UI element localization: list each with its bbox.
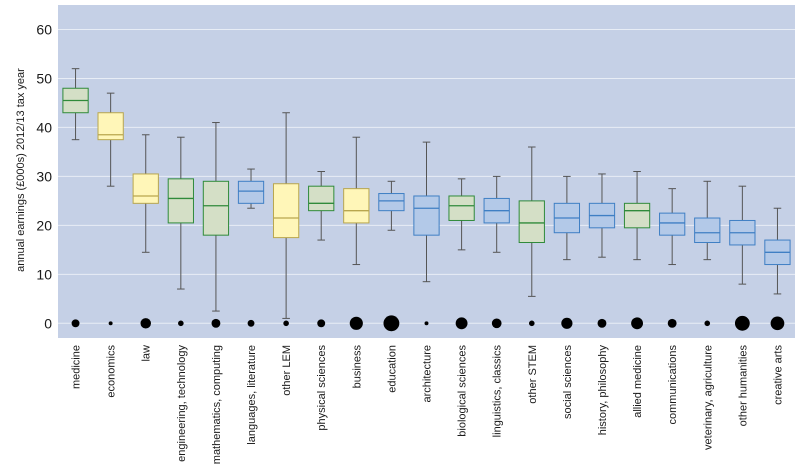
- box-other-lem: [272, 112, 300, 319]
- iqr-box: [518, 200, 545, 244]
- category-label: creative arts: [772, 345, 784, 405]
- category-label: other STEM: [527, 345, 539, 404]
- iqr-box: [237, 180, 265, 204]
- category-label: veterinary, agriculture: [702, 345, 714, 450]
- boxes: [62, 68, 791, 319]
- category-label: engineering, technology: [176, 345, 188, 462]
- category-labels: medicine economics law engineering, technol…: [71, 345, 785, 465]
- box-biological-sciences: [448, 178, 475, 251]
- share-dot: [140, 318, 151, 329]
- category-label: communications: [667, 345, 679, 425]
- box-languages-literature: [237, 168, 265, 209]
- box-engineering-technology: [167, 136, 194, 290]
- category-label: medicine: [71, 345, 83, 389]
- box-allied-medicine: [623, 171, 651, 261]
- share-dot: [383, 315, 400, 332]
- iqr-box: [202, 180, 230, 236]
- share-dot: [211, 318, 221, 328]
- category-label: mathematics, computing: [211, 345, 223, 464]
- y-tick-label: 0: [44, 315, 52, 331]
- share-dot: [108, 321, 113, 326]
- box-architecture: [413, 141, 440, 283]
- iqr-box: [448, 195, 475, 221]
- share-dots: [71, 315, 785, 332]
- category-label: biological sciences: [457, 345, 469, 437]
- box-medicine: [62, 68, 89, 141]
- category-label: law: [141, 345, 153, 362]
- share-dot: [597, 318, 607, 328]
- iqr-box: [97, 112, 124, 141]
- iqr-box: [623, 202, 651, 229]
- share-dot: [247, 319, 255, 327]
- share-dot: [528, 320, 535, 327]
- category-label: architecture: [422, 345, 434, 402]
- box-communications: [659, 188, 686, 266]
- y-tick-label: 30: [36, 168, 52, 184]
- iqr-box: [343, 188, 370, 224]
- share-dot: [349, 316, 363, 330]
- category-label: other humanities: [737, 345, 749, 427]
- category-label: languages, literature: [246, 345, 258, 445]
- y-axis: 0 10 20 30 40 50 60: [36, 21, 52, 331]
- category-label: education: [386, 345, 398, 393]
- iqr-box: [413, 195, 440, 236]
- share-dot: [424, 321, 429, 326]
- y-tick-label: 10: [36, 266, 52, 282]
- share-dot: [455, 317, 468, 330]
- share-dot: [561, 317, 573, 329]
- share-dot: [631, 317, 644, 330]
- category-label: linguistics, classics: [492, 345, 504, 438]
- box-business: [343, 136, 370, 266]
- share-dot: [734, 315, 750, 331]
- y-tick-label: 60: [36, 21, 52, 37]
- iqr-box: [694, 217, 721, 244]
- share-dot: [491, 318, 502, 329]
- box-social-sciences: [553, 175, 581, 261]
- box-mathematics-computing: [202, 122, 230, 312]
- category-label: allied medicine: [632, 345, 644, 418]
- box-linguistics-classics: [483, 175, 510, 253]
- share-dot: [71, 319, 80, 328]
- y-axis-title: annual earnings (£000s) 2012/13 tax year: [15, 68, 27, 272]
- box-physical-sciences: [308, 171, 335, 241]
- box-veterinary-agriculture: [694, 180, 721, 261]
- box-other-humanities: [729, 185, 756, 285]
- share-dot: [704, 320, 711, 327]
- iqr-box: [132, 173, 159, 204]
- share-dot: [667, 318, 677, 328]
- box-law: [132, 134, 159, 253]
- box-economics: [97, 92, 124, 187]
- share-dot: [178, 320, 184, 327]
- iqr-box: [167, 178, 194, 224]
- category-label: other LEM: [281, 345, 293, 396]
- box-creative-arts: [764, 207, 791, 295]
- y-tick-label: 50: [36, 70, 52, 86]
- category-label: economics: [106, 345, 118, 398]
- y-tick-label: 40: [36, 119, 52, 135]
- iqr-box: [659, 212, 686, 236]
- box-history-philosophy: [588, 173, 616, 258]
- category-label: physical sciences: [316, 345, 328, 431]
- box-other-stem: [518, 146, 545, 297]
- iqr-box: [308, 185, 335, 212]
- y-tick-label: 20: [36, 217, 52, 233]
- category-label: social sciences: [562, 345, 574, 419]
- box-education: [378, 180, 405, 231]
- share-dot: [317, 319, 326, 328]
- iqr-box: [378, 193, 405, 212]
- share-dot: [770, 316, 785, 331]
- category-label: business: [351, 345, 363, 389]
- category-label: history, philosophy: [597, 345, 609, 436]
- share-dot: [283, 320, 289, 327]
- iqr-box: [272, 183, 300, 239]
